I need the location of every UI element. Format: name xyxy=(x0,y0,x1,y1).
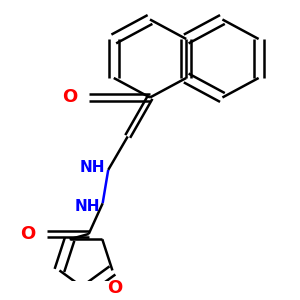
Text: NH: NH xyxy=(80,160,105,175)
Text: O: O xyxy=(20,225,36,243)
Text: O: O xyxy=(108,279,123,297)
Text: O: O xyxy=(62,88,78,106)
Text: NH: NH xyxy=(74,199,100,214)
